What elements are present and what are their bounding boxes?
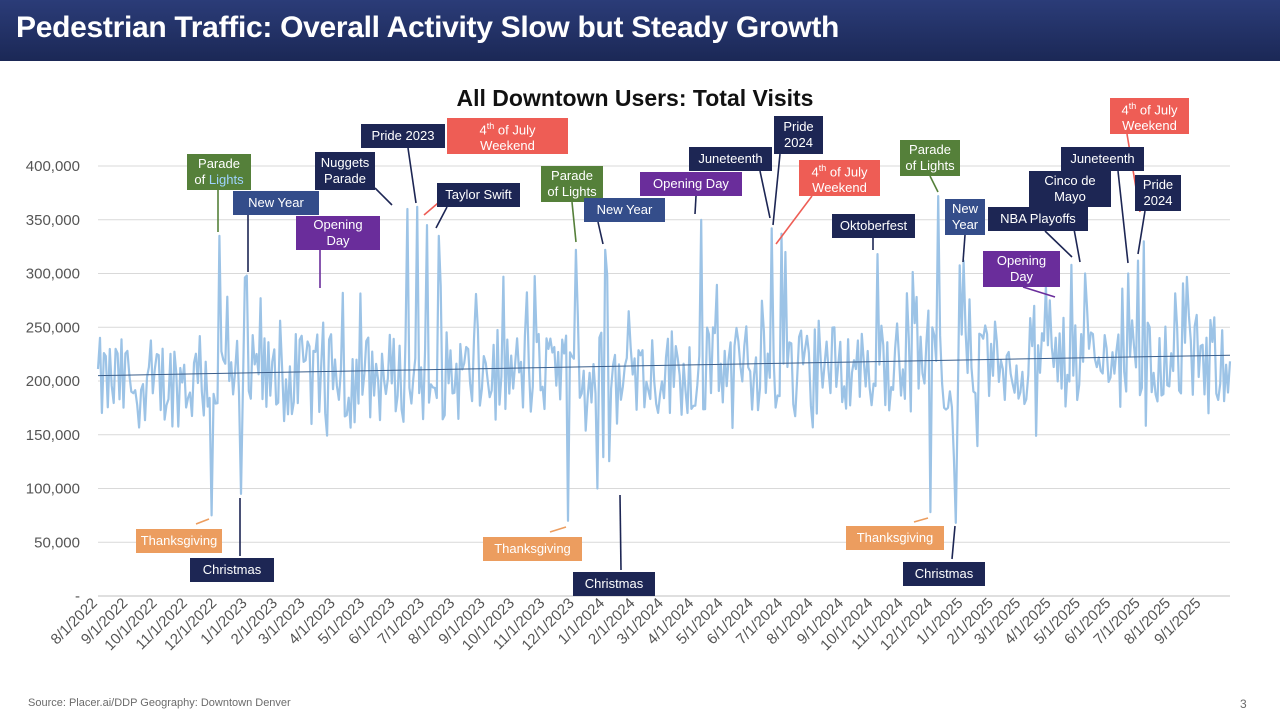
- annotation-4th-of-july-2025: 4th of July Weekend: [1110, 98, 1189, 134]
- annotation-leader: [1044, 230, 1073, 258]
- series-line-total-visits: [96, 195, 1232, 524]
- annotation-parade-of-lights-2023: Parade of Lights: [541, 166, 603, 202]
- y-tick-label: 50,000: [34, 534, 80, 551]
- chart-title: All Downtown Users: Total Visits: [456, 85, 814, 111]
- page-number: 3: [1240, 697, 1247, 711]
- annotation-leader: [619, 494, 622, 571]
- annotation-4th-of-july-2023: 4th of July Weekend: [447, 118, 568, 154]
- annotation-leader: [1022, 286, 1056, 298]
- y-tick-label: 100,000: [26, 481, 80, 498]
- annotation-taylor-swift: Taylor Swift: [437, 183, 520, 207]
- annotation-new-year-2025: New Year: [945, 199, 985, 235]
- annotation-pride-2025: Pride 2024: [1135, 175, 1181, 211]
- annotation-nuggets-parade: Nuggets Parade: [315, 152, 375, 190]
- annotation-thanksgiving-2022: Thanksgiving: [136, 529, 222, 553]
- annotation-opening-day-2023: Opening Day: [296, 216, 380, 250]
- annotation-leaders: [195, 133, 1146, 571]
- annotation-leader: [772, 153, 781, 226]
- annotation-christmas-2022: Christmas: [190, 558, 274, 582]
- annotation-parade-of-lights-2022: Parade of Lights: [187, 154, 251, 190]
- annotation-leader: [571, 201, 577, 243]
- annotation-opening-day-2025: Opening Day: [983, 251, 1060, 287]
- annotation-leader: [1137, 210, 1146, 255]
- annotation-thanksgiving-2024: Thanksgiving: [846, 526, 944, 550]
- annotation-thanksgiving-2023: Thanksgiving: [483, 537, 582, 561]
- annotation-opening-day-2024: Opening Day: [640, 172, 742, 196]
- annotation-leader: [597, 221, 604, 245]
- y-tick-label: 400,000: [26, 158, 80, 175]
- annotation-christmas-2023: Christmas: [573, 572, 655, 596]
- annotation-leader: [929, 175, 939, 193]
- y-tick-label: 250,000: [26, 319, 80, 336]
- y-axis-ticks: - 50,000 100,000 150,000 200,000 250,000 300,0…: [26, 158, 80, 605]
- y-tick-label: 150,000: [26, 427, 80, 444]
- y-tick-label: 350,000: [26, 212, 80, 229]
- annotation-leader: [1117, 170, 1129, 264]
- annotation-leader: [759, 170, 771, 219]
- annotation-leader: [962, 234, 966, 263]
- annotation-juneteenth-2024: Juneteenth: [689, 147, 772, 171]
- annotation-leader: [435, 206, 448, 229]
- annotation-leader: [951, 525, 956, 560]
- y-tick-label: 200,000: [26, 373, 80, 390]
- annotation-leader: [374, 187, 393, 206]
- annotation-leader: [549, 526, 567, 533]
- annotation-nba-playoffs: NBA Playoffs: [988, 207, 1088, 231]
- annotation-4th-of-july-2024: 4th of July Weekend: [799, 160, 880, 196]
- annotation-leader: [775, 195, 813, 245]
- annotation-parade-of-lights-2024: Parade of Lights: [900, 140, 960, 176]
- y-tick-label: 300,000: [26, 266, 80, 283]
- trend-line: [97, 354, 1231, 377]
- annotation-leader: [913, 517, 929, 523]
- y-tick-label: -: [75, 588, 80, 605]
- annotation-new-year-2024: New Year: [584, 198, 665, 222]
- header-banner: Pedestrian Traffic: Overall Activity Slo…: [0, 0, 1280, 61]
- annotation-leader: [694, 195, 697, 215]
- annotation-pride-2024: Pride 2024: [774, 116, 823, 154]
- annotation-cinco-de-mayo: Cinco de Mayo: [1029, 171, 1111, 207]
- annotation-leader: [407, 147, 417, 204]
- annotation-new-year-2023: New Year: [233, 191, 319, 215]
- footer-source: Source: Placer.ai/DDP Geography: Downtow…: [28, 697, 291, 709]
- annotation-christmas-2024: Christmas: [903, 562, 985, 586]
- annotation-oktoberfest: Oktoberfest: [832, 214, 915, 238]
- x-axis-ticks: 8/1/20229/1/202210/1/202211/1/202212/1/2…: [48, 595, 1205, 654]
- page-title: Pedestrian Traffic: Overall Activity Slo…: [16, 11, 840, 44]
- annotation-pride-2023: Pride 2023: [361, 124, 445, 148]
- annotation-leader: [195, 518, 210, 525]
- annotation-juneteenth-2025: Juneteenth: [1061, 147, 1144, 171]
